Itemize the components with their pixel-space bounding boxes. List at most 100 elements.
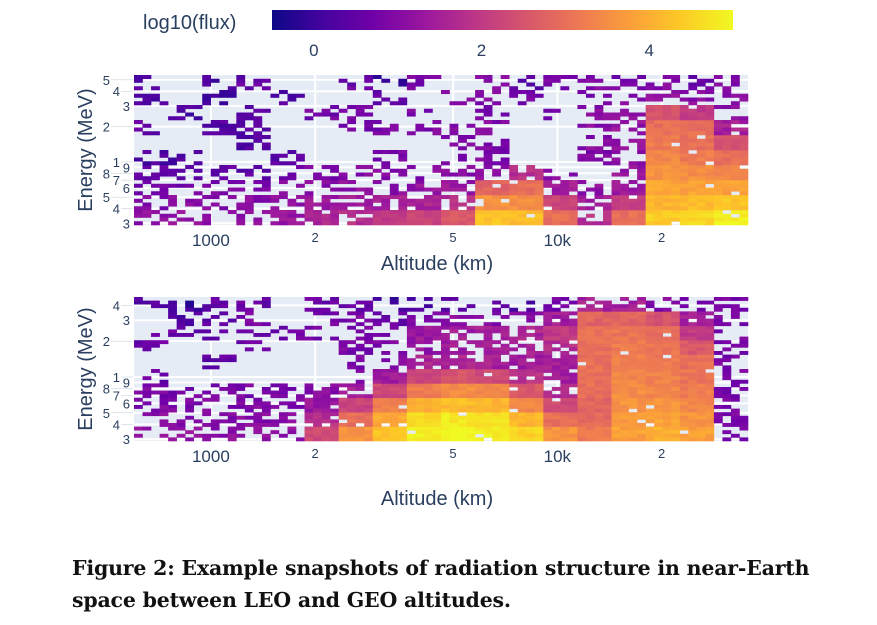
heatmap-cell bbox=[193, 311, 203, 316]
heatmap-cell bbox=[603, 206, 612, 211]
heatmap-cell bbox=[202, 93, 212, 98]
heatmap-cell bbox=[517, 221, 527, 226]
heatmap-cell bbox=[441, 183, 450, 188]
heatmap-cell bbox=[509, 307, 519, 312]
heatmap-cell bbox=[568, 437, 578, 442]
heatmap-cell bbox=[210, 394, 220, 399]
heatmap-cell bbox=[253, 180, 263, 185]
heatmap-cell bbox=[244, 202, 254, 207]
heatmap-cell bbox=[364, 221, 374, 226]
heatmap-cell bbox=[526, 369, 536, 373]
heatmap-cell bbox=[713, 157, 723, 162]
heatmap-cell bbox=[568, 187, 578, 192]
heatmap-cell bbox=[577, 343, 587, 348]
heatmap-cell bbox=[372, 415, 382, 420]
heatmap-cell bbox=[543, 217, 553, 222]
heatmap-cell bbox=[645, 157, 655, 162]
heatmap-cell bbox=[688, 161, 698, 166]
heatmap-cell bbox=[526, 379, 536, 384]
heatmap-cell bbox=[534, 213, 544, 218]
heatmap-cell bbox=[585, 437, 595, 442]
heatmap-cell bbox=[406, 307, 416, 312]
heatmap-cell bbox=[389, 387, 399, 391]
heatmap-cell bbox=[330, 116, 339, 121]
heatmap-cell bbox=[134, 433, 143, 438]
heatmap-cell bbox=[364, 333, 374, 337]
heatmap-cell bbox=[585, 297, 595, 301]
heatmap-cell bbox=[432, 361, 442, 366]
heatmap-cell bbox=[679, 172, 689, 177]
heatmap-cell bbox=[423, 405, 433, 409]
heatmap-cell bbox=[568, 397, 578, 402]
heatmap-cell bbox=[347, 347, 357, 352]
heatmap-cell bbox=[270, 195, 280, 200]
heatmap-cell bbox=[671, 161, 681, 166]
heatmap-cell bbox=[134, 157, 143, 162]
heatmap-cell bbox=[185, 318, 194, 323]
heatmap-cell bbox=[628, 397, 638, 402]
heatmap-cell bbox=[321, 430, 331, 435]
heatmap-cell bbox=[696, 419, 706, 424]
heatmap-cell bbox=[330, 221, 339, 226]
heatmap-cell bbox=[330, 433, 339, 438]
heatmap-cell bbox=[296, 213, 305, 218]
heatmap-cell bbox=[517, 198, 527, 203]
heatmap-cell bbox=[389, 210, 399, 215]
heatmap-cell bbox=[389, 365, 399, 370]
heatmap-cell bbox=[381, 97, 391, 102]
heatmap-cell bbox=[543, 304, 553, 309]
heatmap-cell bbox=[713, 127, 723, 132]
heatmap-cell bbox=[713, 198, 723, 203]
heatmap-cell bbox=[159, 394, 169, 399]
heatmap-cell bbox=[654, 180, 664, 185]
heatmap-cell bbox=[406, 322, 416, 327]
heatmap-cell bbox=[628, 165, 638, 170]
heatmap-cell bbox=[679, 419, 689, 424]
heatmap-cell bbox=[202, 206, 212, 211]
heatmap-cell bbox=[705, 180, 715, 185]
heatmap-cell bbox=[654, 390, 664, 395]
heatmap-cell bbox=[159, 168, 169, 173]
heatmap-cell bbox=[611, 138, 621, 143]
heatmap-cell bbox=[296, 157, 305, 162]
heatmap-cell bbox=[534, 195, 544, 200]
heatmap-cell bbox=[534, 336, 544, 341]
heatmap-cell bbox=[492, 358, 501, 363]
heatmap-cell bbox=[338, 397, 348, 402]
heatmap-cell bbox=[466, 304, 476, 309]
heatmap-cell bbox=[696, 142, 706, 147]
y-tick-label: 6 bbox=[123, 181, 130, 196]
heatmap-cell bbox=[355, 307, 365, 312]
heatmap-cell bbox=[449, 426, 459, 431]
heatmap-cell bbox=[458, 437, 467, 442]
heatmap-cell bbox=[483, 376, 493, 381]
heatmap-cell bbox=[722, 213, 732, 218]
heatmap-cell bbox=[176, 315, 186, 319]
heatmap-cell bbox=[620, 297, 629, 301]
heatmap-cell bbox=[151, 161, 160, 166]
heatmap-cell bbox=[730, 116, 740, 121]
heatmap-cell bbox=[730, 297, 740, 301]
heatmap-cell bbox=[526, 383, 536, 388]
heatmap-cell bbox=[585, 75, 595, 80]
heatmap-cell bbox=[534, 183, 544, 188]
heatmap-cell bbox=[671, 423, 681, 427]
heatmap-cell bbox=[577, 397, 587, 402]
heatmap-cell bbox=[603, 315, 612, 319]
heatmap-cell bbox=[730, 187, 740, 192]
heatmap-cell bbox=[475, 394, 484, 399]
heatmap-cell bbox=[679, 379, 689, 384]
heatmap-cell bbox=[304, 412, 314, 417]
heatmap-cell bbox=[705, 198, 715, 203]
heatmap-cell bbox=[517, 172, 527, 177]
heatmap-cell bbox=[449, 213, 459, 218]
heatmap-cell bbox=[347, 394, 357, 399]
heatmap-cell bbox=[551, 412, 561, 417]
heatmap-cell bbox=[389, 127, 399, 132]
heatmap-cell bbox=[441, 180, 450, 185]
heatmap-cell bbox=[620, 198, 629, 203]
heatmap-cell bbox=[347, 419, 357, 424]
heatmap-cell bbox=[705, 78, 715, 83]
heatmap-cell bbox=[679, 394, 689, 399]
heatmap-cell bbox=[722, 146, 732, 151]
